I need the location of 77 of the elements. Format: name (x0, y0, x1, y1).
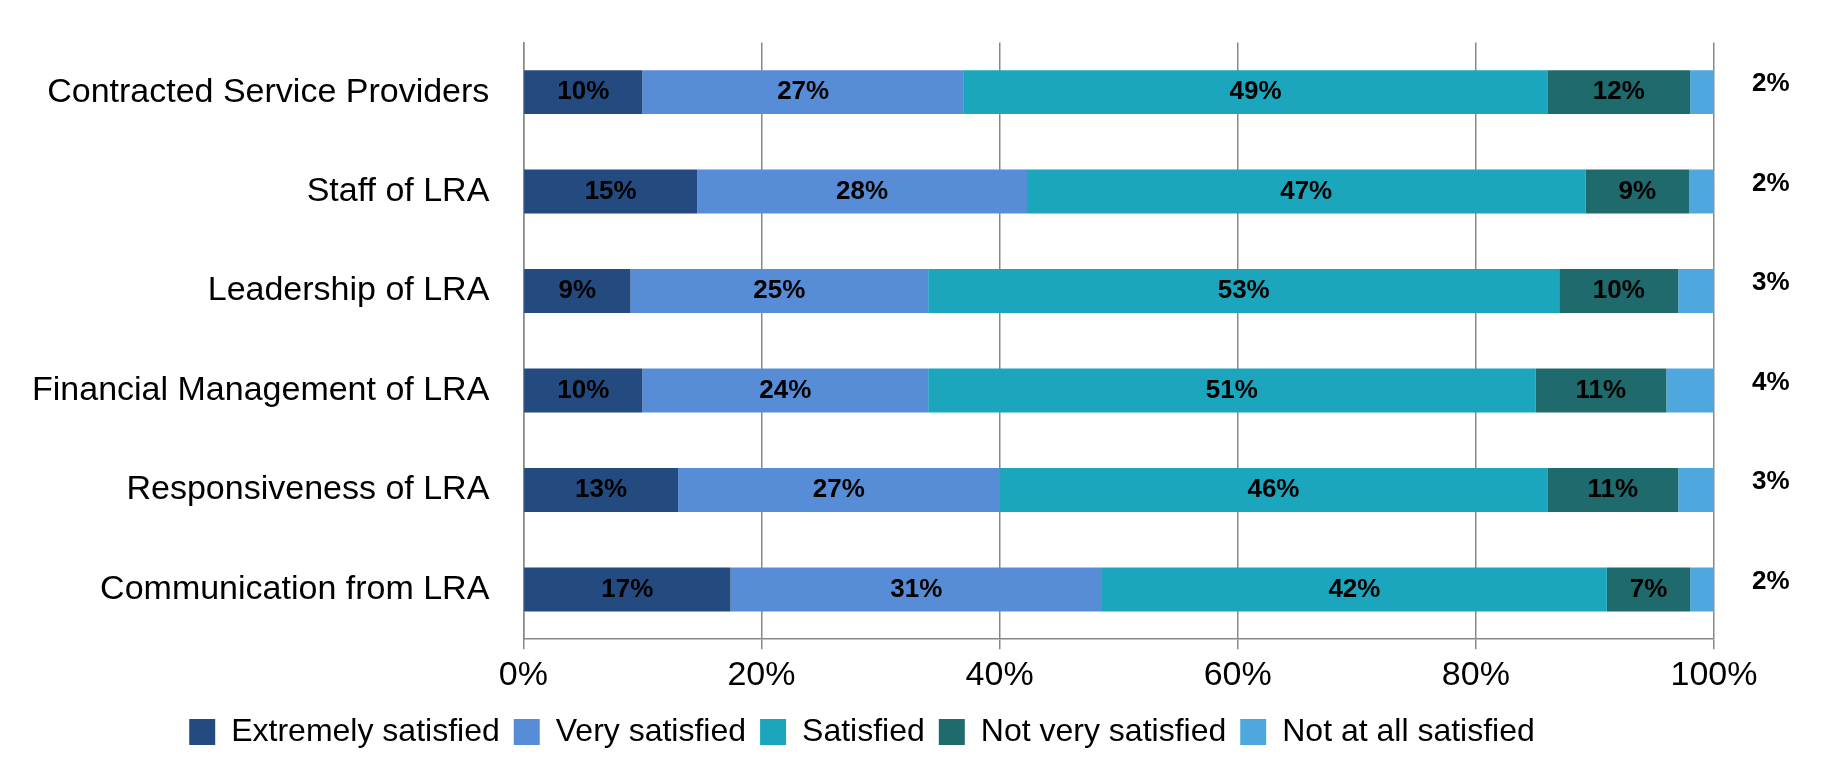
data-label: 10% (557, 373, 610, 404)
bar (730, 567, 1103, 612)
y-tick-label: Contracted Service Providers (47, 70, 490, 109)
data-label: 53% (1217, 274, 1270, 305)
data-label: 42% (1328, 572, 1381, 603)
data-label: 3% (1752, 266, 1790, 297)
data-label: 10% (557, 75, 610, 106)
data-label: 13% (575, 473, 628, 504)
bar (524, 468, 679, 512)
data-label: 49% (1229, 75, 1282, 106)
data-label: 9% (558, 274, 597, 305)
y-tick-label: Communication from LRA (100, 567, 490, 606)
bar (928, 269, 1560, 314)
bar (999, 468, 1548, 512)
data-label: 7% (1629, 572, 1668, 603)
data-label: 12% (1592, 75, 1645, 106)
bar (1690, 567, 1714, 612)
x-tick-label: 60% (1203, 653, 1272, 692)
bar (1027, 169, 1586, 214)
data-label: 27% (777, 75, 830, 106)
data-label: 31% (890, 572, 943, 603)
bar (642, 70, 964, 115)
bar (1559, 269, 1679, 314)
bar (642, 368, 929, 413)
bar (1102, 567, 1607, 612)
bar (524, 70, 643, 115)
data-label: 27% (812, 473, 865, 504)
bar (524, 368, 643, 413)
data-label: 2% (1752, 67, 1790, 98)
x-tick-label: 100% (1670, 653, 1758, 692)
data-label: 51% (1205, 373, 1258, 404)
bar (697, 169, 1027, 214)
data-label: 9% (1618, 174, 1656, 205)
bar (1690, 70, 1714, 115)
legend-label: Not at all satisfied (1282, 711, 1535, 748)
data-label: 46% (1247, 473, 1300, 504)
legend-label: Extremely satisfied (231, 711, 500, 748)
bar (1547, 70, 1691, 115)
data-label: 11% (1587, 473, 1639, 504)
x-tick-label: 40% (965, 653, 1034, 692)
data-label: 3% (1752, 465, 1790, 496)
y-tick-label: Financial Management of LRA (32, 368, 490, 407)
bar (524, 269, 631, 314)
bar (1678, 269, 1714, 314)
bar (1547, 468, 1679, 512)
bar (1678, 468, 1714, 512)
bar (1535, 368, 1667, 413)
data-label: 15% (584, 174, 637, 205)
x-tick-label: 0% (498, 653, 548, 692)
data-label: 17% (601, 572, 654, 603)
data-label: 47% (1280, 174, 1333, 205)
data-label: 11% (1575, 373, 1627, 404)
bar (678, 468, 1000, 512)
bar (928, 368, 1536, 413)
y-tick-label: Staff of LRA (306, 169, 490, 208)
bar (630, 269, 929, 314)
y-tick-label: Responsiveness of LRA (126, 468, 490, 507)
bar (1689, 169, 1714, 214)
data-label: 4% (1752, 365, 1790, 396)
data-label: 24% (759, 373, 812, 404)
data-label: 10% (1592, 274, 1645, 305)
legend-label: Satisfied (802, 711, 925, 748)
bar (1585, 169, 1689, 214)
data-label: 2% (1752, 564, 1790, 595)
x-tick-label: 80% (1441, 653, 1510, 692)
legend-label: Not very satisfied (980, 711, 1227, 748)
x-tick-label: 20% (727, 653, 796, 692)
bar (963, 70, 1548, 115)
legend-label: Very satisfied (555, 711, 747, 748)
data-label: 2% (1752, 166, 1790, 197)
bar (524, 169, 698, 214)
data-label: 28% (836, 174, 889, 205)
bar (1606, 567, 1691, 612)
data-label: 25% (753, 274, 806, 305)
bar (1666, 368, 1714, 413)
bar (524, 567, 731, 612)
y-tick-label: Leadership of LRA (207, 269, 490, 308)
